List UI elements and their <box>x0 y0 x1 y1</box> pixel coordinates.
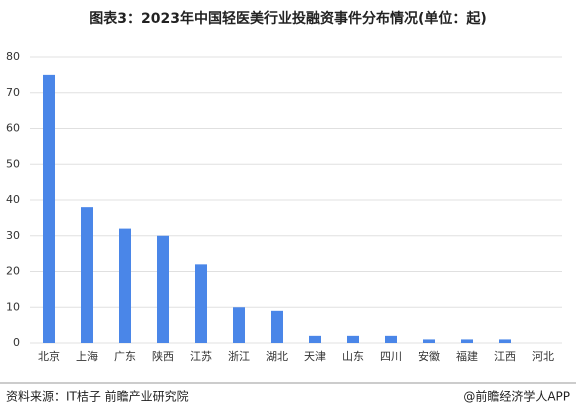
x-tick-label: 安徽 <box>418 349 440 363</box>
bar <box>233 307 245 343</box>
x-tick-label: 福建 <box>456 349 478 363</box>
credit: @前瞻经济学人APP <box>463 389 570 404</box>
bar <box>309 335 321 343</box>
y-tick-label: 70 <box>6 86 20 99</box>
x-tick-label: 湖北 <box>266 350 288 363</box>
bar <box>499 339 511 343</box>
bar <box>423 339 435 343</box>
y-tick-label: 40 <box>6 193 20 206</box>
bar <box>195 264 207 343</box>
y-tick-label: 10 <box>6 300 20 313</box>
x-tick-label: 浙江 <box>228 350 250 363</box>
bar <box>271 310 283 343</box>
x-tick-label: 北京 <box>38 349 60 363</box>
bar <box>347 335 359 343</box>
bar <box>385 335 397 343</box>
bar <box>81 207 93 343</box>
x-tick-label: 四川 <box>380 350 402 363</box>
bar <box>43 74 55 343</box>
y-tick-label: 80 <box>6 50 20 63</box>
bar <box>157 235 169 343</box>
x-tick-label: 江苏 <box>190 350 212 363</box>
y-tick-label: 30 <box>6 229 20 242</box>
x-tick-label: 山东 <box>342 350 364 363</box>
y-tick-label: 60 <box>6 122 20 135</box>
y-tick-label: 0 <box>13 336 20 349</box>
x-tick-label: 江西 <box>494 350 516 363</box>
x-tick-label: 陕西 <box>152 349 174 363</box>
x-tick-label: 天津 <box>304 350 326 363</box>
bar <box>461 339 473 343</box>
y-tick-label: 50 <box>6 157 20 170</box>
x-tick-label: 上海 <box>76 349 98 363</box>
source-note: 资料来源：IT桔子 前瞻产业研究院 <box>6 389 189 404</box>
x-tick-label: 广东 <box>114 350 136 363</box>
bar <box>119 228 131 343</box>
y-tick-label: 20 <box>6 265 20 278</box>
x-tick-label: 河北 <box>532 350 554 363</box>
chart-title: 图表3：2023年中国轻医美行业投融资事件分布情况(单位：起) <box>89 10 487 27</box>
